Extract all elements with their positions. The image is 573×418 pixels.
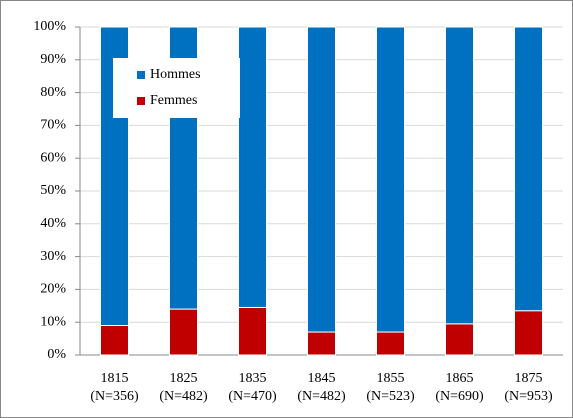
x-tick-label: 1835 — [239, 371, 267, 386]
legend-label: Femmes — [150, 93, 197, 108]
x-tick-label: (N=482) — [159, 389, 208, 404]
x-tick-label: (N=356) — [90, 389, 139, 404]
bar-segment — [445, 26, 474, 325]
y-tick-label: 10% — [40, 314, 66, 329]
bar-segment — [238, 306, 267, 356]
y-tick-label: 30% — [40, 249, 66, 264]
y-tick-label: 50% — [40, 183, 66, 198]
bar-segment — [100, 324, 129, 356]
legend-box — [113, 58, 240, 118]
x-tick-label: 1825 — [170, 371, 198, 386]
x-tick-label: (N=523) — [366, 389, 415, 404]
y-tick-label: 40% — [40, 216, 66, 231]
x-tick-label: 1865 — [446, 371, 474, 386]
bar-segment — [238, 26, 267, 308]
bar-segment — [307, 26, 336, 333]
bar-segment — [376, 26, 405, 333]
legend-swatch — [137, 71, 145, 79]
y-tick-label: 90% — [40, 52, 66, 67]
x-tick-label: (N=690) — [435, 389, 484, 404]
bar-segment — [445, 323, 474, 356]
legend: Hommes Femmes — [113, 58, 240, 118]
y-tick-label: 70% — [40, 118, 66, 133]
legend-label: Hommes — [150, 67, 201, 82]
x-tick-label: 1815 — [101, 371, 129, 386]
y-tick-label: 100% — [33, 19, 66, 34]
y-tick-label: 80% — [40, 85, 66, 100]
x-tick-label: 1855 — [377, 371, 405, 386]
x-tick-label: (N=482) — [297, 389, 346, 404]
x-tick-label: 1875 — [515, 371, 543, 386]
bar-segment — [169, 308, 198, 356]
bar-segment — [514, 26, 543, 312]
bar-segment — [376, 331, 405, 356]
x-tick-label: (N=953) — [504, 389, 553, 404]
y-tick-label: 0% — [47, 347, 66, 362]
legend-swatch — [137, 97, 145, 105]
y-tick-label: 60% — [40, 150, 66, 165]
x-tick-label: (N=470) — [228, 389, 277, 404]
bar-segment — [307, 331, 336, 356]
x-tick-label: 1845 — [308, 371, 336, 386]
y-tick-label: 20% — [40, 282, 66, 297]
bar-segment — [514, 310, 543, 356]
